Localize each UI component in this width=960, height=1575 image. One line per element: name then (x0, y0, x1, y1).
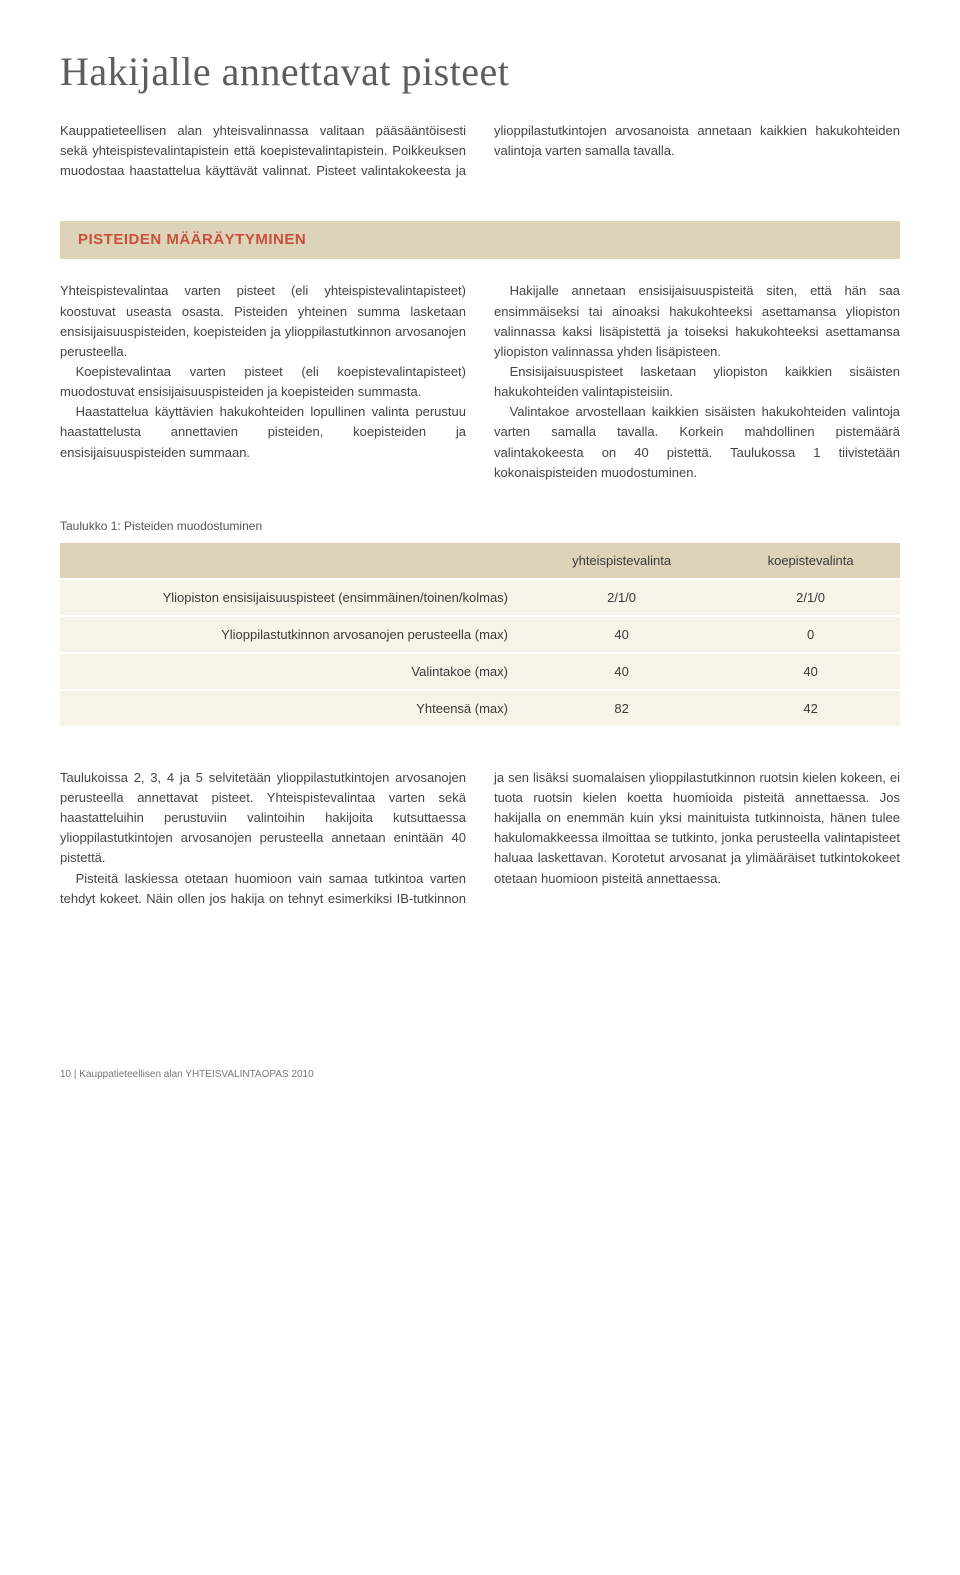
body-paragraph: Haastattelua käyttävien hakukohteiden lo… (60, 402, 466, 462)
page-title: Hakijalle annettavat pisteet (60, 48, 900, 95)
table-cell: 0 (721, 616, 900, 653)
table-header-cell (60, 543, 522, 579)
table-cell: Yhteensä (max) (60, 690, 522, 727)
body-paragraph: Koepistevalintaa varten pisteet (eli koe… (60, 362, 466, 402)
intro-block: Kauppatieteellisen alan yhteisvalinnassa… (60, 121, 900, 181)
section-heading-text: PISTEIDEN MÄÄRÄYTYMINEN (78, 231, 306, 248)
points-table: yhteispistevalinta koepistevalinta Yliop… (60, 543, 900, 728)
table-header-row: yhteispistevalinta koepistevalinta (60, 543, 900, 579)
table-row: Valintakoe (max) 40 40 (60, 653, 900, 690)
table-cell: 82 (522, 690, 721, 727)
body-paragraph: Yhteispistevalintaa varten pisteet (eli … (60, 281, 466, 362)
table-cell: 2/1/0 (721, 579, 900, 616)
intro-paragraph: Kauppatieteellisen alan yhteisvalinnassa… (60, 121, 900, 181)
after-table-block: Taulukoissa 2, 3, 4 ja 5 selvitetään yli… (60, 768, 900, 909)
body-paragraph: Taulukoissa 2, 3, 4 ja 5 selvitetään yli… (60, 768, 466, 869)
table-row: Yhteensä (max) 82 42 (60, 690, 900, 727)
table-cell: 40 (522, 653, 721, 690)
table-caption: Taulukko 1: Pisteiden muodostuminen (60, 519, 900, 533)
table-cell: 40 (522, 616, 721, 653)
table-header-cell: koepistevalinta (721, 543, 900, 579)
table-cell: Valintakoe (max) (60, 653, 522, 690)
page-footer: 10 | Kauppatieteellisen alan YHTEISVALIN… (60, 1069, 900, 1080)
table-header-cell: yhteispistevalinta (522, 543, 721, 579)
table-cell: 40 (721, 653, 900, 690)
table-cell: Ylioppilastutkinnon arvosanojen perustee… (60, 616, 522, 653)
body-paragraph: Valintakoe arvostellaan kaikkien sisäist… (494, 402, 900, 483)
table-row: Yliopiston ensisijaisuuspisteet (ensimmä… (60, 579, 900, 616)
table-cell: 42 (721, 690, 900, 727)
section-heading-bar: PISTEIDEN MÄÄRÄYTYMINEN (60, 221, 900, 259)
table-cell: 2/1/0 (522, 579, 721, 616)
body-paragraph: Ensisijaisuuspisteet lasketaan yliopisto… (494, 362, 900, 402)
body-paragraph: Hakijalle annetaan ensisijaisuuspisteitä… (494, 281, 900, 362)
table-cell: Yliopiston ensisijaisuuspisteet (ensimmä… (60, 579, 522, 616)
section-body: Yhteispistevalintaa varten pisteet (eli … (60, 281, 900, 482)
table-row: Ylioppilastutkinnon arvosanojen perustee… (60, 616, 900, 653)
